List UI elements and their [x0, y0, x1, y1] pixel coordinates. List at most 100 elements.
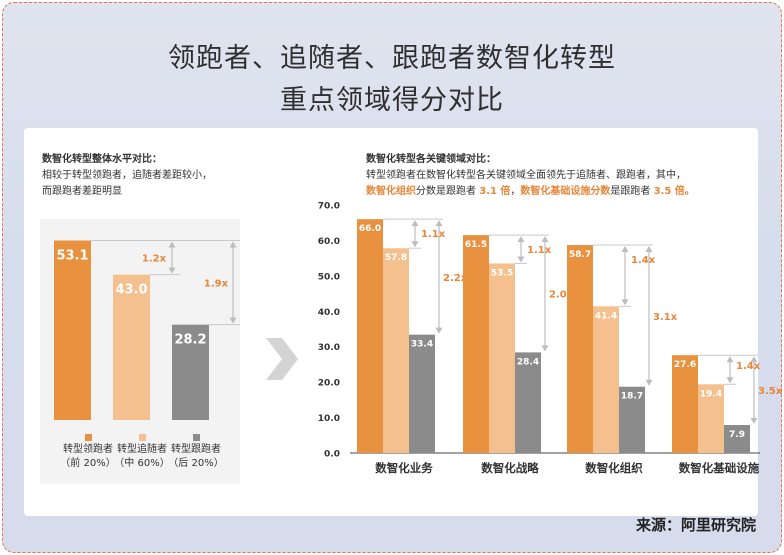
x-category-label-1: 数智化战略: [481, 461, 539, 475]
domain-ratio-label-b-2: 3.1x: [653, 312, 678, 323]
domain-ratio-bracket-a-0-arrow-up: [411, 220, 419, 227]
left-note-heading: 数智化转型整体水平对比：: [42, 154, 162, 165]
domain-bar-label-0-2: 33.4: [411, 340, 433, 350]
domain-bar-label-3-0: 27.6: [674, 360, 696, 370]
right-note-heading: 数智化转型各关键领域对比：: [366, 154, 496, 165]
domain-bar-label-1-1: 53.5: [491, 268, 513, 278]
y-tick-label: 10.0: [318, 414, 340, 424]
domain-ratio-bracket-b-1-arrow-up: [541, 236, 549, 243]
domain-ratio-bracket-b-3-arrow-down: [750, 418, 758, 425]
domain-bar-label-2-0: 58.7: [569, 250, 591, 260]
domain-bar-3-0: [672, 355, 698, 453]
domain-bar-1-1: [489, 263, 515, 453]
overall-bar-label-0: 53.1: [56, 249, 88, 264]
legend-swatch-leader: [84, 434, 92, 441]
y-tick-label: 20.0: [318, 379, 340, 389]
right-note-line2: 数智化组织分数是跟跑者 3.1 倍，数智化基础设施分数是跟跑者 3.5 倍。: [366, 184, 695, 200]
y-tick-label: 70.0: [318, 202, 340, 212]
domain-ratio-label-a-0: 1.1x: [421, 229, 446, 240]
overall-bar-2: [172, 324, 209, 420]
legend-follower-name: 转型追随者: [117, 444, 167, 455]
legend-tracker: 转型跟跑者 （后 20%）: [161, 434, 231, 471]
chart-title-line2: 重点领域得分对比: [280, 85, 504, 116]
right-note-em1: 数智化组织: [366, 186, 416, 197]
overall-bar-1: [113, 274, 150, 420]
domain-bar-3-1: [698, 384, 724, 453]
domain-bar-label-1-0: 61.5: [465, 240, 487, 250]
domain-ratio-label-b-1: 2.0x: [549, 290, 574, 301]
domain-ratio-bracket-a-1-arrow-down: [517, 256, 525, 263]
overall-bar-label-1: 43.0: [115, 283, 147, 298]
y-tick-label: 0.0: [324, 450, 340, 460]
domain-ratio-label-b-0: 2.2x: [443, 273, 468, 284]
overall-ratio-bracket-0-arrow-up: [168, 241, 176, 248]
domain-ratio-bracket-b-2-arrow-down: [645, 379, 653, 386]
domain-ratio-bracket-b-3-arrow-up: [750, 356, 758, 363]
domain-ratio-bracket-a-3-arrow-down: [726, 377, 734, 384]
left-note-line2: 而跟跑者差距明显: [42, 186, 122, 197]
domain-ratio-bracket-a-2-arrow-up: [621, 246, 629, 253]
domain-ratio-bracket-a-2-arrow-down: [621, 299, 629, 306]
right-note-text2: ，: [510, 186, 521, 197]
domain-ratio-bracket-a-3-arrow-up: [726, 356, 734, 363]
domain-bar-3-2: [724, 425, 750, 453]
domain-bar-label-3-1: 19.4: [700, 389, 722, 399]
domain-bar-label-2-1: 41.4: [595, 311, 617, 321]
legend-leader: 转型领跑者 （前 20%）: [53, 434, 123, 471]
right-note-line1: 转型领跑者在数智化转型各关键领域全面领先于追随者、跟跑者，其中，: [366, 170, 686, 181]
domain-ratio-bracket-b-1-arrow-down: [541, 345, 549, 352]
domain-bar-label-0-0: 66.0: [359, 224, 381, 234]
domain-bar-0-0: [357, 219, 383, 453]
legend-swatch-follower: [138, 434, 146, 441]
chevron-right-icon: [266, 338, 298, 380]
domain-bar-2-1: [593, 306, 619, 453]
domain-bar-label-3-2: 7.9: [729, 430, 745, 440]
left-note-line1: 相较于转型领跑者，追随者差距较小，: [42, 170, 212, 181]
right-note-text1: 分数是跟跑者: [416, 186, 480, 197]
y-tick-label: 50.0: [318, 272, 340, 282]
domain-ratio-bracket-b-2-arrow-up: [645, 246, 653, 253]
source-label: 来源：阿里研究院: [635, 516, 756, 534]
right-note-em3: 数智化基础设施分数: [520, 186, 611, 197]
overall-ratio-bracket-1-arrow-up: [229, 241, 237, 248]
legend-leader-sub: （前 20%）: [60, 458, 116, 469]
domain-bar-2-0: [567, 245, 593, 453]
x-category-label-0: 数智化业务: [375, 461, 433, 475]
legend-tracker-name: 转型跟跑者: [171, 444, 221, 455]
legend-swatch-tracker: [192, 434, 200, 441]
y-tick-label: 30.0: [318, 343, 340, 353]
x-category-label-2: 数智化组织: [585, 461, 643, 475]
domain-bar-1-0: [463, 235, 489, 453]
domain-bar-0-1: [383, 248, 409, 453]
right-note-em4: 3.5 倍。: [653, 186, 695, 197]
domain-bar-0-2: [409, 334, 435, 453]
domain-ratio-label-a-2: 1.4x: [631, 255, 656, 266]
overall-ratio-label-1: 1.9x: [204, 279, 229, 290]
domain-ratio-bracket-a-0-arrow-down: [411, 241, 419, 248]
overall-ratio-bracket-1-arrow-down: [229, 317, 237, 324]
domain-ratio-bracket-a-1-arrow-up: [517, 236, 525, 243]
right-note-em2: 3.1 倍: [479, 186, 511, 197]
legend-follower: 转型追随者 （中 60%）: [107, 434, 177, 471]
domain-bar-label-1-2: 28.4: [517, 357, 539, 367]
chart-title-line1: 领跑者、追随者、跟跑者数智化转型: [168, 43, 616, 74]
domain-bar-label-2-2: 18.7: [621, 392, 643, 402]
legend-leader-name: 转型领跑者: [63, 444, 113, 455]
domain-bar-label-0-1: 57.8: [385, 253, 407, 263]
domain-ratio-label-a-1: 1.1x: [527, 245, 552, 256]
overall-bar-label-2: 28.2: [174, 333, 206, 348]
x-category-label-3: 数智化基础设施: [679, 461, 760, 475]
right-note: 数智化转型各关键领域对比： 转型领跑者在数智化转型各关键领域全面领先于追随者、跟…: [366, 152, 695, 200]
overall-bar-0: [54, 240, 91, 420]
right-note-text3: 是跟跑者: [610, 186, 654, 197]
y-tick-label: 40.0: [318, 308, 340, 318]
domain-ratio-label-a-3: 1.4x: [736, 361, 761, 372]
left-note: 数智化转型整体水平对比： 相较于转型领跑者，追随者差距较小， 而跟跑者差距明显: [42, 152, 212, 200]
domain-ratio-bracket-b-0-arrow-up: [435, 220, 443, 227]
domain-ratio-bracket-b-0-arrow-down: [435, 327, 443, 334]
domain-bar-1-2: [515, 352, 541, 453]
legend-follower-sub: （中 60%）: [114, 458, 170, 469]
legend-tracker-sub: （后 20%）: [168, 458, 224, 469]
